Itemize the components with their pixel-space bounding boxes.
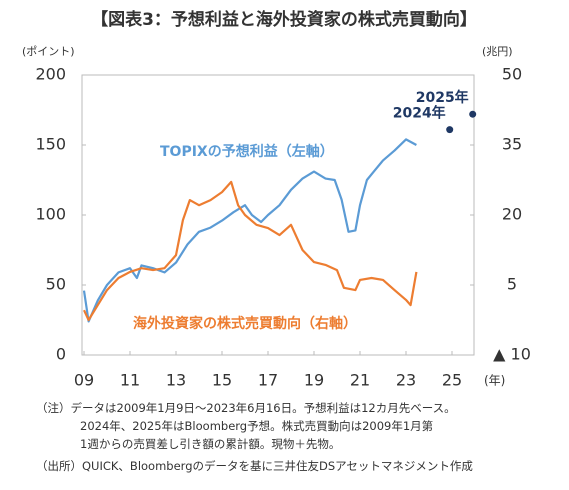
note: （注）データは2009年1月9日～2023年6月16日。予想利益は12カ月先ベー… — [36, 401, 456, 415]
x-tick-label: 09 — [74, 371, 94, 390]
forecast-point — [446, 126, 454, 134]
x-tick-label: 11 — [120, 371, 140, 390]
x-tick-label: 25 — [442, 371, 462, 390]
y2-tick-label: 20 — [502, 205, 522, 224]
x-tick-label: 17 — [258, 371, 278, 390]
y-tick-label: 50 — [46, 275, 66, 294]
y2-tick-label: ▲ 10 — [493, 345, 531, 364]
y-tick-label: 100 — [35, 205, 66, 224]
x-tick-label: 15 — [212, 371, 232, 390]
x-axis-label: (年) — [484, 374, 505, 388]
forecast-point — [469, 110, 477, 118]
series-annotation: 海外投資家の株式売買動向（右軸） — [133, 315, 357, 332]
y-tick-label: 0 — [56, 345, 66, 364]
note: 1週からの売買差し引き額の累計額。現物＋先物。 — [80, 437, 341, 451]
y2-tick-label: 50 — [502, 65, 522, 84]
forecast-label: 2025年 — [416, 89, 469, 106]
series-line — [83, 180, 418, 322]
series-annotation: TOPIXの予想利益（左軸） — [160, 143, 334, 160]
y2-tick-label: 5 — [507, 275, 517, 294]
y2-axis-label: (兆円) — [482, 45, 513, 58]
y-tick-label: 150 — [35, 135, 66, 154]
forecast-label: 2024年 — [393, 105, 446, 122]
x-tick-label: 23 — [396, 371, 416, 390]
x-tick-label: 13 — [166, 371, 186, 390]
note: 2024年、2025年はBloomberg予想。株式売買動向は2009年1月第 — [80, 419, 434, 433]
y-axis-label: (ポイント) — [22, 45, 75, 58]
note: （出所）QUICK、Bloombergのデータを基に三井住友DSアセットマネジメ… — [36, 459, 473, 473]
x-tick-label: 21 — [350, 371, 370, 390]
x-tick-label: 19 — [304, 371, 324, 390]
series-line — [82, 138, 417, 323]
chart: 【図表3：予想利益と海外投資家の株式売買動向】 (ポイント) (兆円) (年) … — [22, 9, 531, 390]
y2-tick-label: 35 — [502, 135, 522, 154]
chart-title: 【図表3：予想利益と海外投資家の株式売買動向】 — [91, 9, 477, 30]
y-tick-label: 200 — [35, 65, 66, 84]
